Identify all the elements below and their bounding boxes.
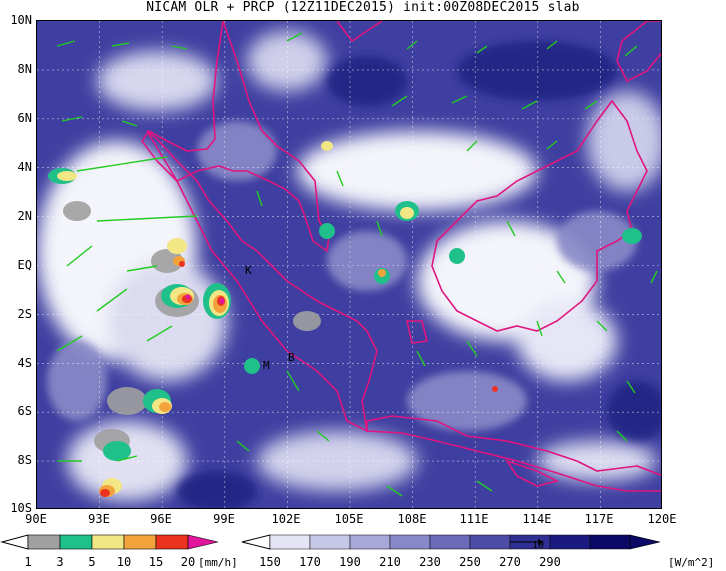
lat-label: 2S xyxy=(17,307,32,321)
olr-label: 290 xyxy=(539,555,561,569)
precip-label: 1 xyxy=(24,555,32,569)
olr-label: 190 xyxy=(339,555,361,569)
lon-label: 117E xyxy=(584,512,614,526)
olr-label: 270 xyxy=(499,555,521,569)
marker-k: K xyxy=(245,264,252,277)
olr-label: 170 xyxy=(299,555,321,569)
olr-label: 210 xyxy=(379,555,401,569)
lat-label: 4N xyxy=(17,160,32,174)
lat-label: 6N xyxy=(17,111,32,125)
lat-label: 6S xyxy=(17,404,32,418)
lon-label: 120E xyxy=(647,512,677,526)
precip-colorbar xyxy=(0,534,219,550)
olr-label: 230 xyxy=(419,555,441,569)
olr-label: 150 xyxy=(259,555,281,569)
precip-label: 5 xyxy=(88,555,96,569)
marker-m: M xyxy=(263,359,270,372)
map-title: NICAM OLR + PRCP (12Z11DEC2015) init:00Z… xyxy=(146,0,580,15)
precip-label: 3 xyxy=(56,555,64,569)
precip-field xyxy=(48,141,642,497)
lon-label: 105E xyxy=(334,512,364,526)
lat-label: 2N xyxy=(17,209,32,223)
lon-label: 99E xyxy=(213,512,235,526)
olr-field xyxy=(37,21,661,508)
gridlines xyxy=(37,21,661,508)
coastlines xyxy=(141,21,661,492)
lon-label: 90E xyxy=(25,512,47,526)
marker-b: B xyxy=(288,351,295,364)
olr-colorbar xyxy=(241,534,661,550)
map-panel[interactable]: K B M xyxy=(36,20,662,509)
lat-label: EQ xyxy=(17,258,32,272)
olr-label: 250 xyxy=(459,555,481,569)
lon-label: 114E xyxy=(522,512,552,526)
lon-label: 111E xyxy=(459,512,489,526)
lon-label: 96E xyxy=(150,512,172,526)
lat-label: 10S xyxy=(10,501,32,515)
precip-label: 15 xyxy=(148,555,164,569)
lat-label: 4S xyxy=(17,356,32,370)
precip-unit: [mm/h] xyxy=(198,556,238,569)
olr-unit: [W/m^2] xyxy=(668,556,715,569)
lon-label: 108E xyxy=(397,512,427,526)
precip-label: 20 xyxy=(180,555,196,569)
lat-label: 8N xyxy=(17,62,32,76)
wind-vectors xyxy=(56,32,658,497)
lon-label: 102E xyxy=(271,512,301,526)
precip-label: 10 xyxy=(116,555,132,569)
lat-label: 8S xyxy=(17,453,32,467)
vector-reference-label: 10 xyxy=(532,540,545,551)
lon-label: 93E xyxy=(88,512,110,526)
lat-label: 10N xyxy=(10,13,32,27)
